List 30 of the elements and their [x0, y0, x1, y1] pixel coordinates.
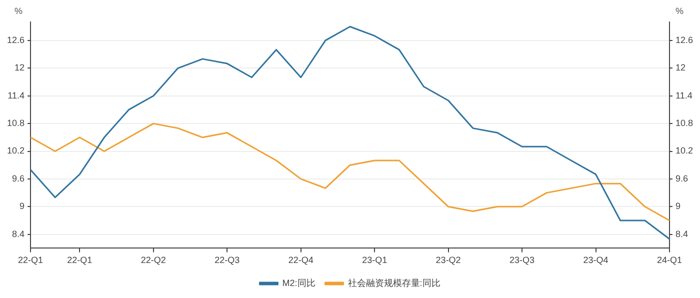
- y2-tick-label: 8.4: [675, 228, 688, 239]
- y-tick-label: 11.4: [8, 90, 25, 100]
- legend-label: 社会融资规模存量:同比: [348, 278, 440, 288]
- x-tick-label: 23-Q3: [510, 255, 535, 266]
- y2-tick-label: 9.6: [675, 173, 688, 184]
- x-tick-label: 22-Q1: [67, 255, 92, 266]
- x-tick-label: 22-Q1: [18, 255, 44, 266]
- x-tick-label: 23-Q4: [583, 255, 608, 266]
- y-tick-label: 12: [14, 62, 25, 73]
- y-axis-title: %: [14, 6, 23, 16]
- x-tick-label: 23-Q2: [436, 255, 461, 266]
- y2-tick-label: 9: [675, 201, 680, 212]
- y-tick-label: 8.4: [12, 228, 25, 239]
- y-tick-label: 12.6: [6, 34, 25, 45]
- y2-tick-label: 10.8: [675, 118, 694, 128]
- x-tick-label: 24-Q1: [656, 255, 682, 266]
- y2-tick-label: 10.2: [675, 146, 694, 156]
- x-tick-label: 22-Q4: [288, 255, 314, 266]
- legend-label: M2:同比: [282, 278, 316, 288]
- y-tick-label: 9: [20, 201, 25, 212]
- y2-tick-label: 12: [675, 62, 686, 73]
- x-tick-label: 22-Q3: [214, 255, 240, 266]
- x-tick-label: 22-Q2: [140, 255, 166, 266]
- y-tick-label: 10.2: [6, 146, 25, 156]
- y2-tick-label: 12.6: [675, 34, 694, 45]
- y-tick-label: 9.6: [12, 173, 25, 184]
- y-tick-label: 10.8: [6, 118, 25, 128]
- y2-axis-title: %: [675, 6, 684, 16]
- y2-tick-label: 11.4: [675, 90, 692, 100]
- x-tick-label: 23-Q1: [362, 255, 388, 266]
